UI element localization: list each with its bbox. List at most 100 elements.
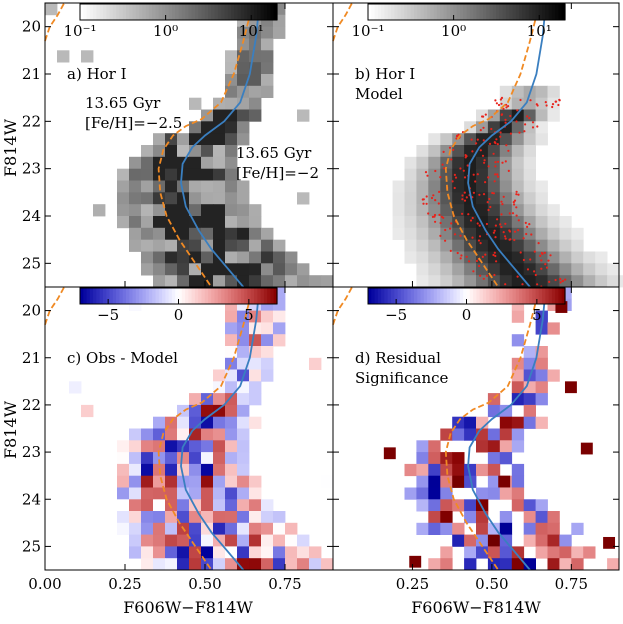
panel-c-cell — [261, 357, 274, 370]
panel-a-cell — [237, 263, 250, 276]
star-point — [515, 120, 518, 123]
panel-d-cell — [487, 558, 501, 571]
panel-b-cell — [499, 145, 513, 158]
colorbar-segment — [165, 288, 170, 304]
star-point — [519, 251, 522, 254]
panel-a-cell — [177, 192, 190, 205]
star-point — [478, 235, 482, 238]
star-point — [425, 202, 428, 205]
isochrone-metal-rich — [467, 2, 547, 288]
colorbar-segment — [440, 4, 445, 20]
star-point — [494, 165, 497, 168]
star-point — [484, 181, 487, 184]
colorbar-tick-label: 10⁻¹ — [351, 22, 384, 40]
panel-c-cell — [201, 546, 214, 559]
star-point — [540, 251, 544, 255]
colorbar-tick-label: 10⁰ — [153, 22, 178, 40]
star-point — [481, 255, 484, 258]
colorbar-segment — [499, 288, 504, 304]
panel-c-cell — [237, 487, 250, 500]
colorbar-segment — [427, 4, 431, 20]
colorbar-segment — [201, 4, 206, 20]
panel-d-cell — [428, 522, 441, 535]
star-point — [482, 139, 485, 142]
colorbar-segment — [538, 4, 543, 20]
panel-a-cell — [129, 156, 142, 169]
panel-d-cell — [476, 511, 489, 524]
panel-b-cell — [511, 133, 525, 146]
panel-b-cell — [404, 204, 417, 217]
panel-d-cell — [452, 499, 465, 512]
panel-d-cell — [535, 534, 548, 547]
colorbar-segment — [436, 4, 441, 20]
panel-b-cell — [416, 263, 429, 276]
panel-b-cell — [464, 168, 477, 181]
star-point — [522, 237, 525, 240]
panel-c-title: c) Obs - Model — [67, 349, 178, 367]
star-point — [452, 148, 455, 151]
panel-a-cell — [249, 263, 262, 276]
panel-b-cell — [392, 180, 405, 193]
panel-c-cell — [189, 511, 202, 524]
star-point — [461, 198, 464, 201]
panel-b-cell — [523, 227, 536, 240]
panel-b-cell — [452, 275, 465, 288]
y-tick-label: 23 — [22, 443, 41, 461]
star-point — [500, 102, 503, 105]
panel-b-cell — [523, 121, 536, 134]
panel-a-cell — [45, 3, 58, 16]
panel-a-cell — [261, 275, 274, 288]
panel-b-cell — [499, 109, 513, 122]
colorbar-segment — [505, 288, 510, 304]
panel-c-cell — [225, 334, 238, 347]
star-point — [471, 150, 474, 153]
panel-b-cell — [499, 216, 513, 229]
panel-b-cell — [511, 204, 525, 217]
panel-a-cell — [189, 251, 202, 264]
panel-a-cell — [213, 239, 226, 252]
star-point — [513, 199, 517, 202]
panel-b-cell — [416, 239, 429, 252]
panel-d-outlier-cell — [383, 447, 396, 460]
panel-c-cell — [213, 428, 226, 441]
panel-c-cell — [237, 499, 250, 512]
panel-c-cell — [237, 463, 250, 477]
panel-c-cell — [237, 393, 250, 406]
colorbar-segment — [528, 288, 533, 304]
colorbar-segment — [400, 288, 405, 304]
panel-d-cell — [523, 522, 536, 535]
panel-d-cell — [523, 393, 536, 406]
panel-c-cell — [225, 487, 238, 500]
panel-d-cell — [547, 534, 560, 547]
colorbar-segment — [119, 288, 124, 304]
panel-b-cell — [452, 216, 465, 229]
panel-a-cell — [285, 275, 298, 288]
panel-a-cell — [249, 74, 262, 87]
isochrone-metal-rich — [467, 286, 547, 571]
panel-b-cell — [428, 227, 441, 240]
panel-b-cell — [428, 263, 441, 276]
panel-c-cell — [153, 487, 166, 500]
panel-b-cell — [523, 180, 536, 193]
star-point — [504, 121, 507, 124]
panel-a-cell — [273, 251, 286, 264]
panel-b-cell — [511, 239, 525, 252]
panel-c-cell — [129, 534, 142, 547]
panel-d-cell — [428, 511, 441, 524]
panel-a-cell — [261, 74, 274, 87]
panel-c-cell — [141, 534, 154, 547]
colorbar-segment — [377, 4, 382, 20]
star-point — [559, 281, 562, 284]
x-tick-label: 0.75 — [555, 575, 588, 593]
panel-b-cell — [547, 227, 560, 240]
star-point — [484, 113, 487, 116]
star-point — [517, 229, 520, 232]
panel-b-cell — [487, 227, 501, 240]
panel-d-cell — [476, 463, 489, 477]
panel-b-cell — [499, 133, 513, 146]
panel-c-cell — [225, 393, 238, 406]
colorbar-segment — [122, 288, 127, 304]
star-point — [487, 208, 490, 212]
panel-c-cell — [153, 522, 166, 535]
panel-d-cell — [607, 558, 620, 571]
